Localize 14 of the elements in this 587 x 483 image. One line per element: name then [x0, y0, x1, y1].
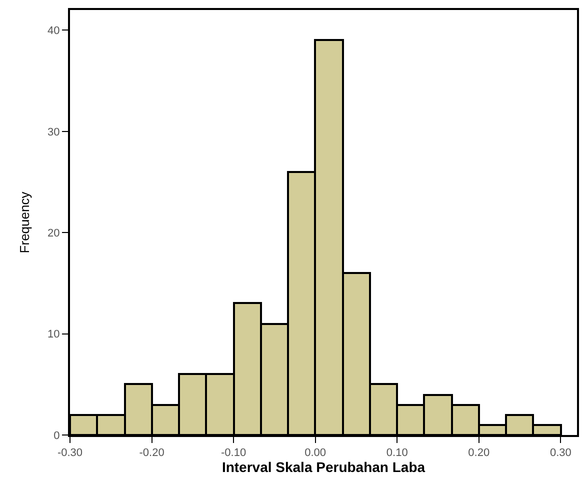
y-tick-label: 0 [54, 430, 60, 442]
x-tick-label: -0.30 [57, 447, 83, 460]
y-tick-label: 20 [48, 227, 60, 240]
y-axis-title: Frequency [17, 191, 32, 254]
x-tick-label: 0.10 [386, 447, 408, 460]
x-tick-label: 0.30 [550, 447, 572, 460]
y-tick-label: 30 [48, 126, 60, 138]
y-tick-label: 10 [48, 328, 60, 341]
x-tick-label: -0.10 [221, 447, 246, 460]
x-tick-label: -0.20 [139, 447, 164, 460]
x-tick-label: 0.00 [304, 447, 326, 460]
x-tick-label: 0.20 [468, 447, 490, 460]
x-axis-title: Interval Skala Perubahan Laba [222, 459, 426, 476]
y-tick-label: 40 [48, 25, 60, 38]
